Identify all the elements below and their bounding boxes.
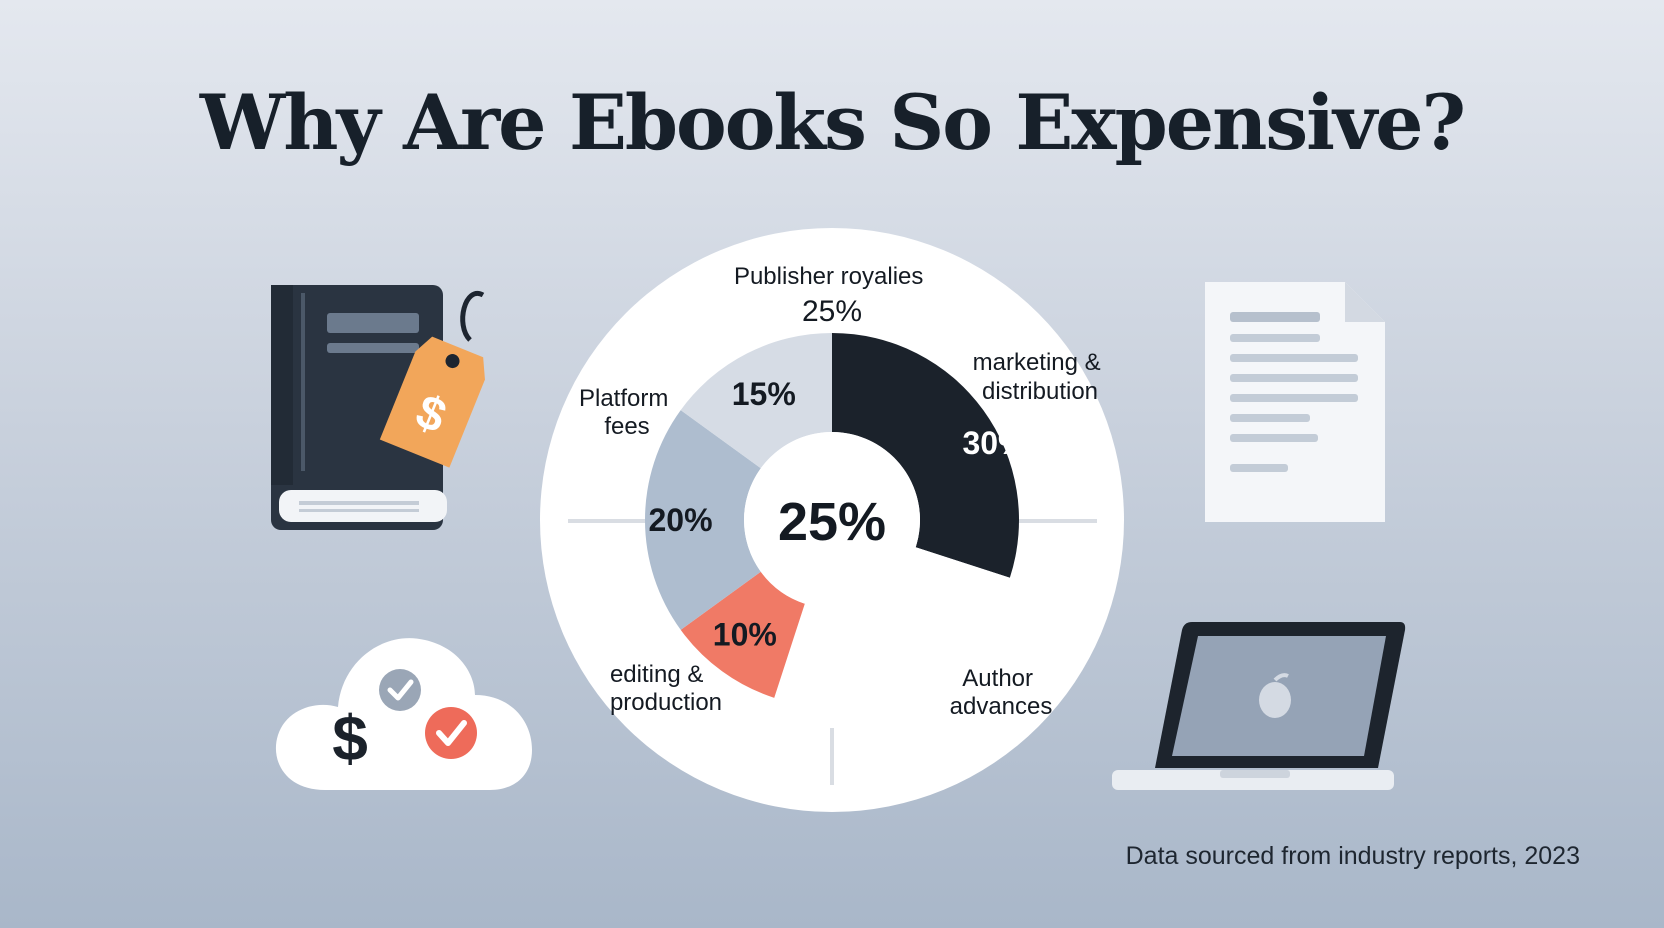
pie-slice-5 <box>680 333 832 469</box>
chart-center-hole <box>744 432 920 608</box>
slice-value-4: 20% <box>648 502 712 538</box>
center-value: 25% <box>778 492 886 552</box>
cloud-payment-icon: $ <box>275 638 532 790</box>
slice-value-5: 15% <box>732 376 796 412</box>
slice-label-publisher: Publisher royalies 25% <box>734 263 930 328</box>
extra-label-author: Author advances <box>950 665 1053 720</box>
pie-slice-1 <box>832 333 1020 578</box>
pie-slice-3 <box>680 571 805 698</box>
slice-value-3: 10% <box>713 616 777 652</box>
svg-text:$: $ <box>332 702 368 774</box>
pie-slice-2 <box>774 547 1010 708</box>
source-note: Data sourced from industry reports, 2023 <box>1125 842 1580 870</box>
pie-slice-4 <box>645 410 761 630</box>
slice-value-1: 30% <box>962 425 1026 461</box>
slice-label-marketing: marketing & distribution <box>973 349 1108 405</box>
slice-label-editing: editing & production <box>610 661 722 716</box>
laptop-icon <box>1112 622 1406 790</box>
slice-label-platform: Platform fees <box>579 385 675 440</box>
document-icon <box>1205 282 1385 522</box>
book-price-tag-icon: $ <box>271 285 485 530</box>
chart-title: Why Are Ebooks So Expensive? <box>199 78 1466 167</box>
